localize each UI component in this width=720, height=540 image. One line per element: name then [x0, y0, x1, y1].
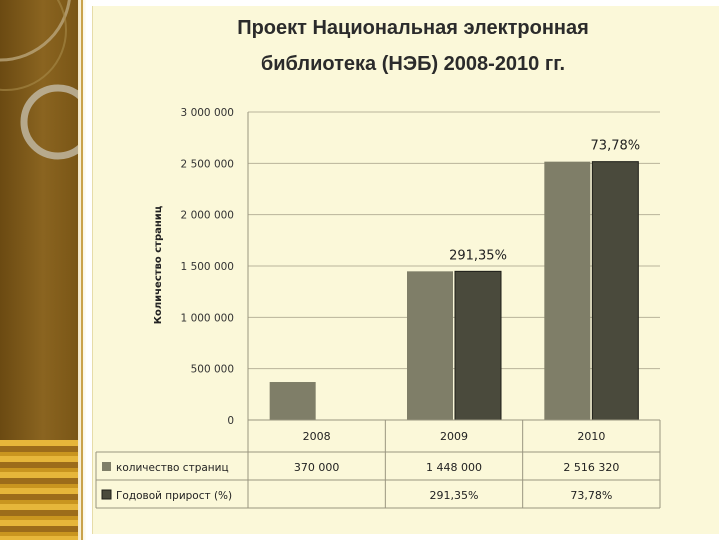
- y-tick-label: 2 500 000: [181, 158, 234, 170]
- table-cell-value: 1 448 000: [426, 461, 482, 474]
- bar-2009-series-1: [454, 270, 502, 421]
- y-tick-label: 0: [227, 415, 234, 427]
- bar-2008-series-0: [269, 382, 316, 420]
- table-cell-value: 73,78%: [570, 489, 612, 502]
- y-tick-label: 2 000 000: [181, 210, 234, 222]
- legend-series-name: количество страниц: [116, 462, 229, 474]
- decorative-stripes: [0, 440, 78, 540]
- bar-2010-series-0: [544, 161, 591, 420]
- y-tick-label: 1 500 000: [181, 261, 234, 273]
- bar-data-label: 291,35%: [449, 248, 507, 263]
- x-category-label: 2010: [577, 430, 605, 443]
- legend-key-series-1: [101, 489, 112, 500]
- legend-series-name: Годовой прирост (%): [116, 490, 232, 502]
- strip-edge: [78, 0, 86, 540]
- chart-title-line-1: Проект Национальная электронная: [237, 17, 589, 39]
- bar-2010-series-1: [591, 161, 639, 421]
- legend-key-series-0: [102, 462, 111, 471]
- y-tick-label: 1 000 000: [181, 312, 234, 324]
- table-cell-value: 370 000: [294, 461, 340, 474]
- x-category-label: 2009: [440, 430, 468, 443]
- bar-2009-series-0: [407, 271, 453, 420]
- y-axis-label: Количество страниц: [153, 206, 164, 324]
- decorative-rings: [0, 0, 78, 160]
- table-cell-value: 291,35%: [430, 489, 479, 502]
- y-tick-label: 3 000 000: [181, 107, 234, 119]
- bar-data-label: 73,78%: [591, 139, 641, 154]
- x-category-label: 2008: [303, 430, 331, 443]
- decorative-side-strip: [0, 0, 78, 540]
- chart-title-line-2: библиотека (НЭБ) 2008-2010 гг.: [261, 53, 565, 75]
- y-tick-label: 500 000: [191, 364, 234, 376]
- table-cell-value: 2 516 320: [563, 461, 619, 474]
